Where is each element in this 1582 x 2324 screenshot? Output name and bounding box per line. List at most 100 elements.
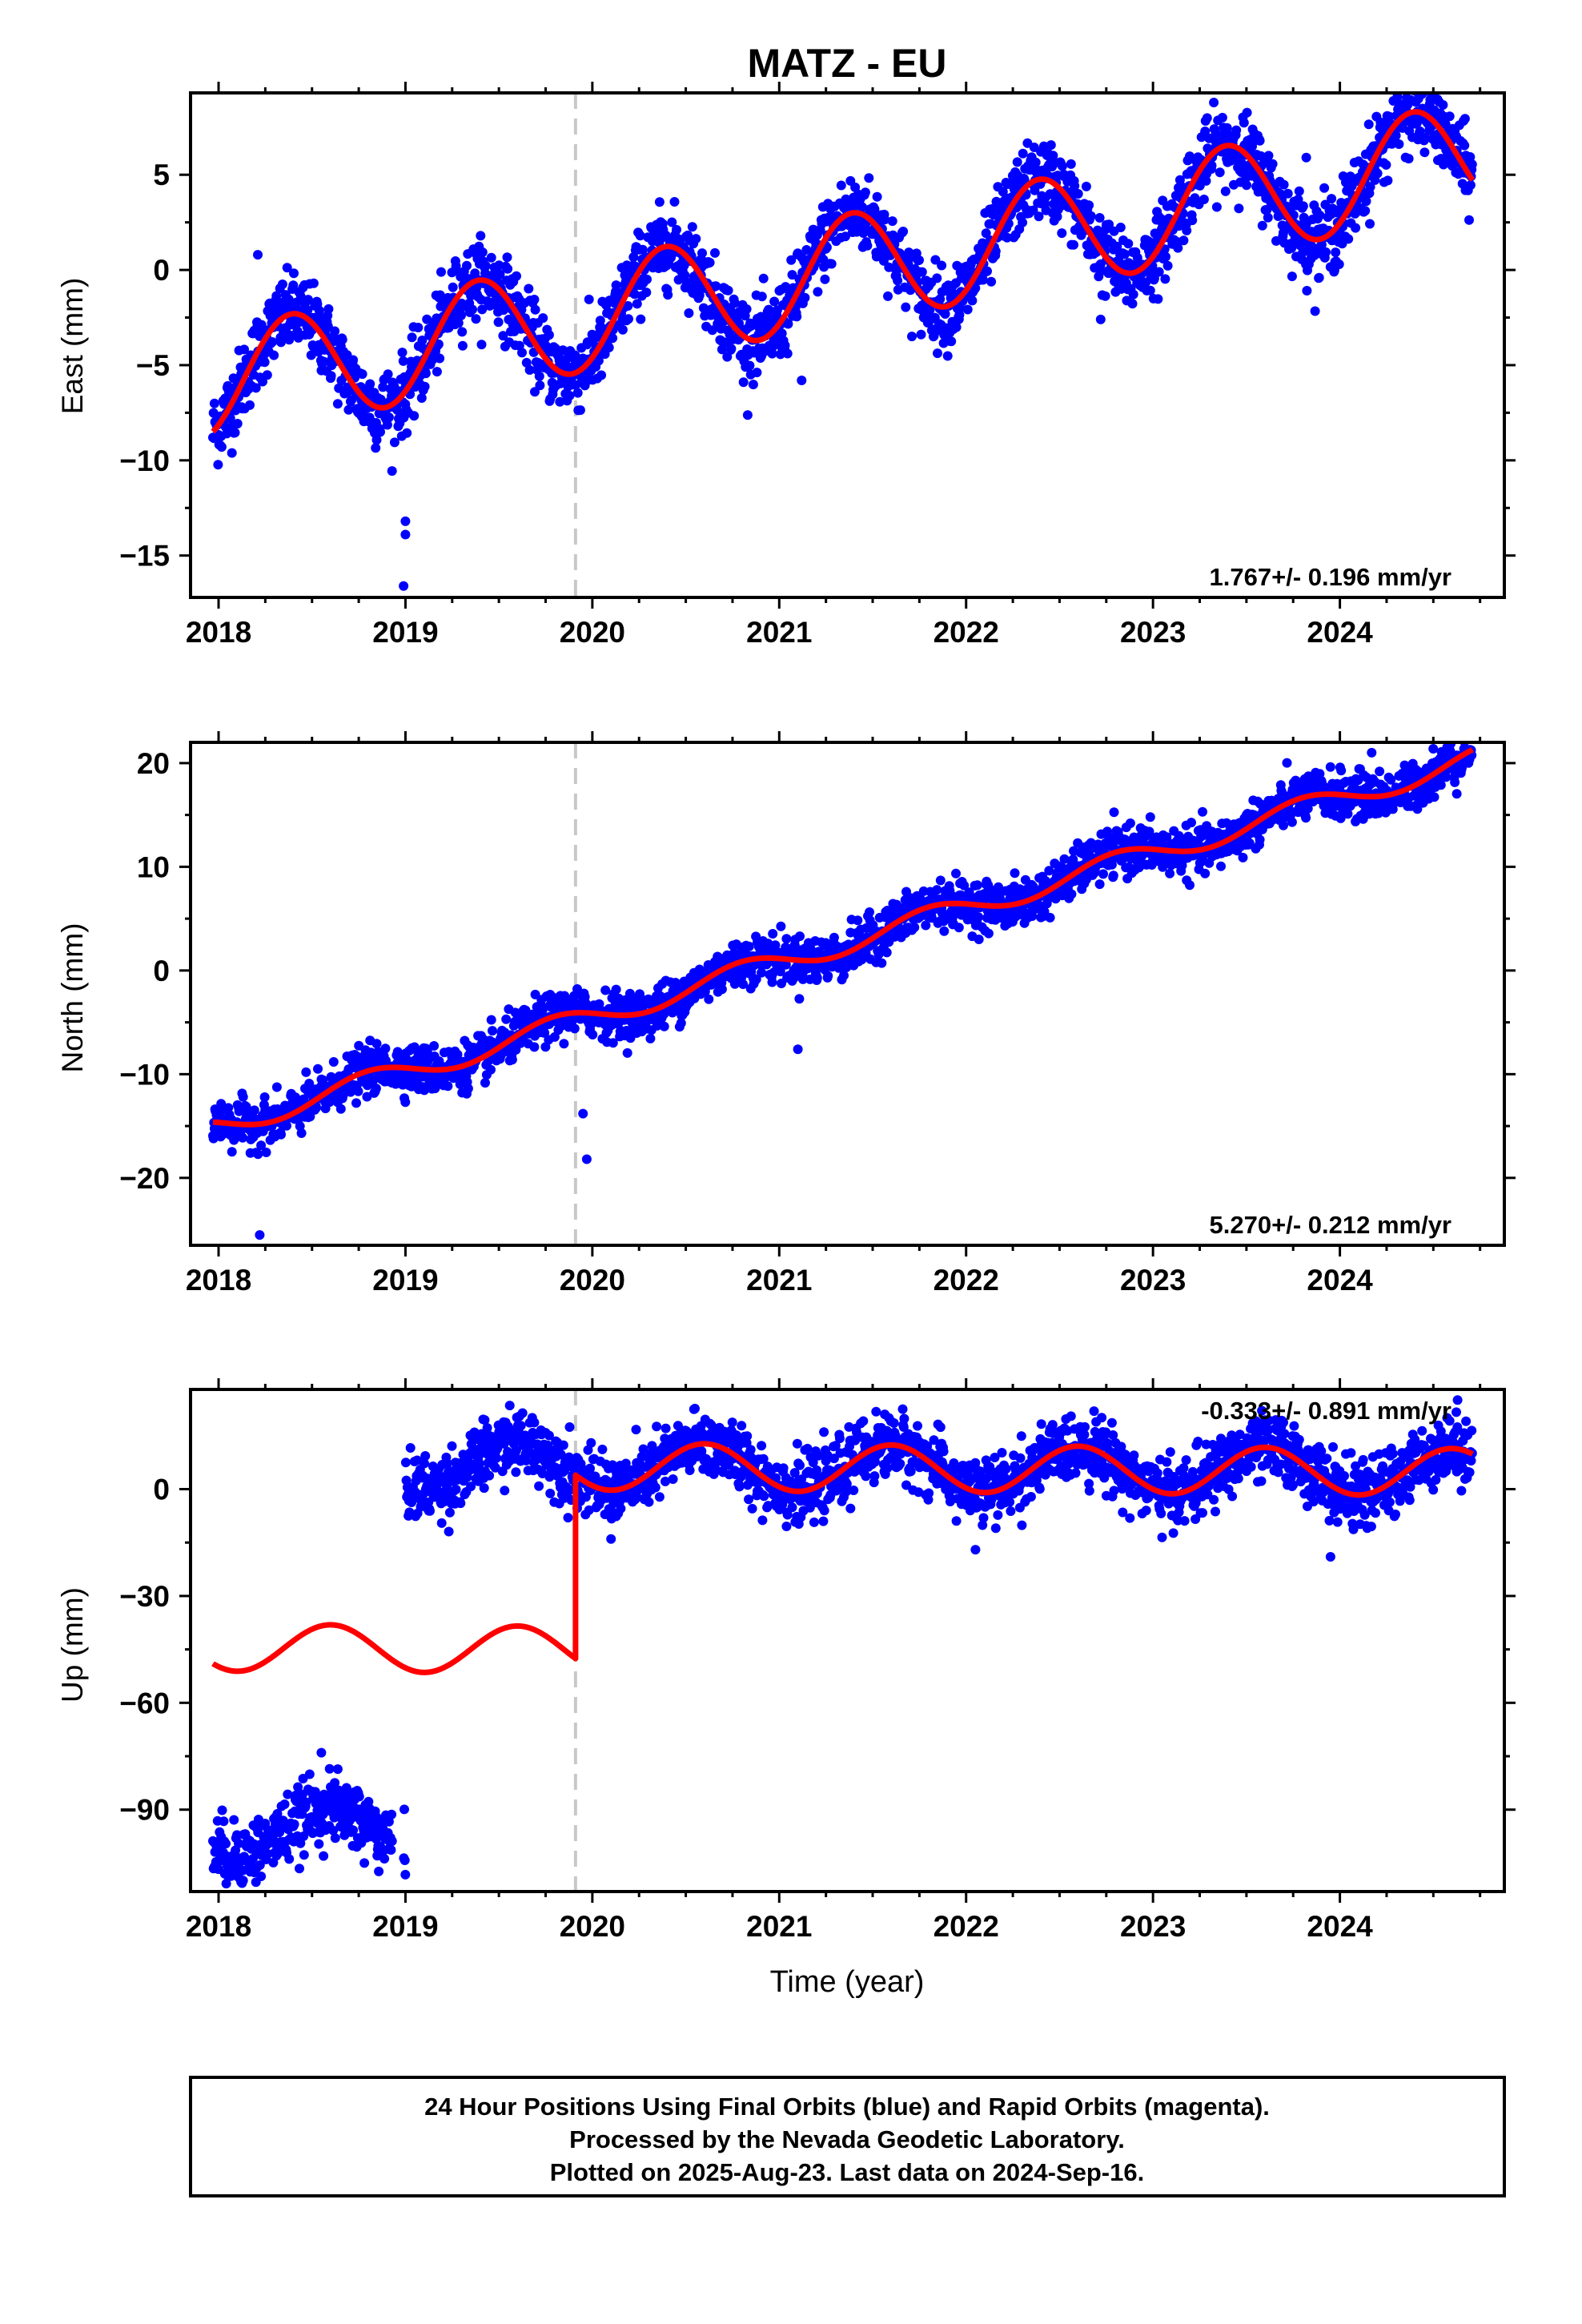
east-data-point bbox=[1406, 79, 1415, 89]
east-data-point bbox=[954, 310, 965, 320]
east-outlier-point bbox=[400, 529, 411, 540]
east-data-point bbox=[486, 252, 496, 263]
east-data-point bbox=[383, 369, 393, 380]
east-data-point bbox=[453, 318, 464, 328]
east-data-point bbox=[1262, 204, 1272, 215]
north-data-point bbox=[767, 977, 777, 987]
east-data-point bbox=[1381, 159, 1391, 170]
east-data-point bbox=[1327, 194, 1337, 204]
east-data-point bbox=[1372, 168, 1383, 179]
east-data-point bbox=[711, 281, 721, 292]
north-data-point bbox=[1109, 807, 1119, 818]
east-data-point bbox=[1202, 113, 1212, 123]
north-data-point bbox=[974, 912, 984, 923]
east-data-point bbox=[872, 191, 882, 202]
east-data-point bbox=[1234, 203, 1244, 214]
east-data-point bbox=[1360, 206, 1371, 216]
east-data-point bbox=[245, 400, 255, 410]
north-data-point bbox=[353, 1086, 363, 1096]
east-data-point bbox=[967, 296, 978, 306]
north-data-point bbox=[249, 1105, 259, 1116]
north-data-point bbox=[645, 1033, 656, 1043]
east-data-point bbox=[1334, 259, 1344, 269]
east-data-point bbox=[502, 252, 512, 263]
east-data-point bbox=[636, 314, 646, 324]
east-data-point bbox=[777, 328, 787, 339]
east-y-tick-label: −5 bbox=[136, 349, 170, 382]
east-data-point bbox=[555, 396, 565, 407]
east-data-point bbox=[635, 231, 645, 241]
north-data-point bbox=[757, 967, 767, 978]
east-data-point bbox=[986, 276, 997, 287]
east-data-point bbox=[462, 260, 472, 271]
east-data-point bbox=[436, 267, 446, 277]
north-data-point bbox=[939, 926, 950, 936]
east-data-point bbox=[1094, 213, 1105, 223]
north-data-point bbox=[881, 947, 892, 958]
east-data-point bbox=[433, 339, 444, 349]
east-data-point bbox=[786, 255, 797, 265]
east-data-point bbox=[1239, 118, 1249, 128]
east-data-point bbox=[1384, 111, 1395, 122]
north-data-point bbox=[420, 1085, 429, 1096]
east-data-point bbox=[691, 234, 701, 244]
east-data-point bbox=[480, 260, 491, 271]
north-data-point bbox=[1108, 870, 1118, 881]
east-data-point bbox=[1019, 175, 1030, 185]
north-data-point bbox=[1336, 766, 1347, 776]
east-data-point bbox=[1069, 239, 1078, 250]
east-data-point bbox=[389, 437, 400, 448]
north-data-point bbox=[622, 1047, 632, 1058]
north-data-point bbox=[429, 1041, 440, 1051]
east-data-point bbox=[970, 283, 981, 293]
east-data-point bbox=[535, 380, 545, 391]
east-data-point bbox=[1211, 128, 1221, 139]
east-data-point bbox=[667, 217, 677, 227]
east-data-point bbox=[564, 391, 575, 400]
east-data-point bbox=[517, 348, 527, 358]
east-data-point bbox=[697, 248, 707, 259]
north-data-point bbox=[569, 1023, 580, 1034]
north-data-point bbox=[1325, 762, 1335, 772]
north-data-point bbox=[305, 1112, 315, 1122]
east-x-tick-label: 2024 bbox=[1307, 616, 1373, 649]
east-data-point bbox=[448, 282, 458, 292]
east-data-point bbox=[306, 350, 316, 360]
east-data-point bbox=[840, 231, 850, 242]
east-data-point bbox=[629, 289, 640, 300]
figure-title: MATZ - EU bbox=[747, 41, 946, 86]
east-data-point bbox=[937, 260, 947, 271]
east-data-point bbox=[1012, 157, 1022, 167]
east-data-point bbox=[1052, 211, 1062, 222]
east-data-point bbox=[262, 370, 272, 380]
east-data-point bbox=[476, 231, 486, 241]
north-data-point bbox=[313, 1063, 323, 1074]
east-data-point bbox=[687, 222, 697, 232]
east-data-point bbox=[1187, 215, 1198, 226]
east-data-point bbox=[1048, 151, 1058, 161]
east-data-point bbox=[608, 333, 618, 344]
east-data-point bbox=[663, 290, 673, 300]
east-data-point bbox=[1419, 147, 1430, 158]
east-data-point bbox=[524, 283, 534, 294]
east-data-point bbox=[907, 332, 917, 342]
east-data-point bbox=[898, 227, 909, 236]
east-data-point bbox=[933, 348, 942, 359]
east-data-point bbox=[604, 343, 614, 352]
east-data-point bbox=[1018, 148, 1028, 159]
east-data-point bbox=[471, 314, 481, 324]
north-data-point bbox=[873, 949, 884, 959]
east-data-point bbox=[1316, 239, 1327, 250]
east-data-point bbox=[1182, 225, 1192, 235]
north-data-point bbox=[717, 984, 727, 995]
east-data-point bbox=[1084, 200, 1094, 211]
east-data-point bbox=[1395, 78, 1405, 88]
east-data-point bbox=[1409, 79, 1419, 89]
east-data-point bbox=[758, 273, 769, 283]
north-data-point bbox=[594, 999, 604, 1009]
north-data-point bbox=[974, 935, 984, 944]
east-data-point bbox=[570, 350, 580, 360]
east-data-point bbox=[767, 348, 777, 359]
east-data-point bbox=[534, 371, 544, 381]
